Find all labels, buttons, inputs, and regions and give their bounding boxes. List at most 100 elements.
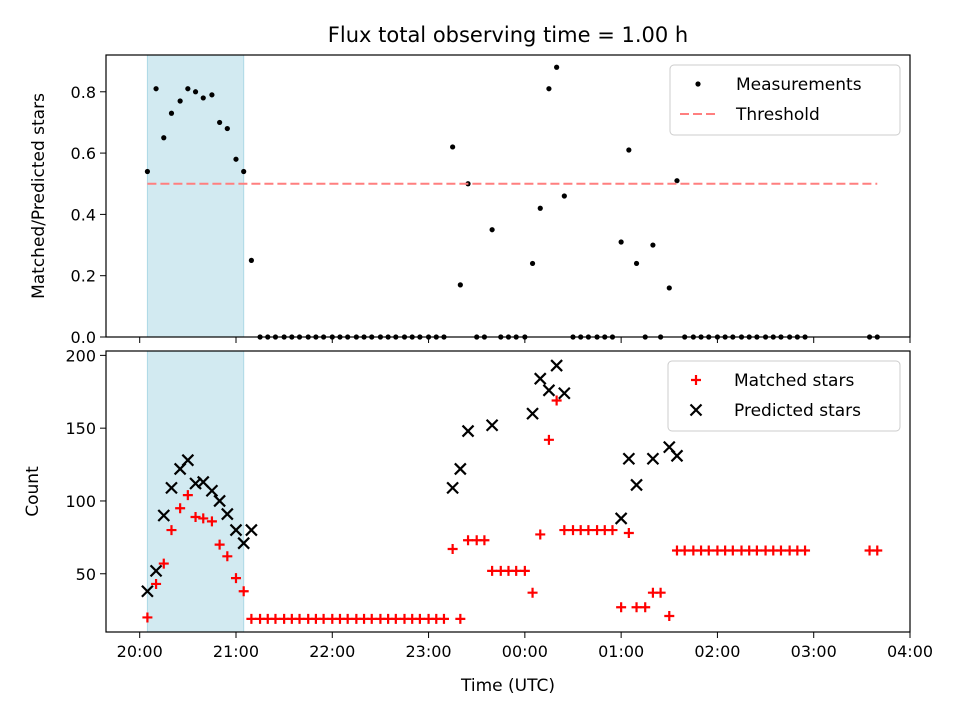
axes-frame: [105, 350, 911, 633]
predicted-stars-point: [558, 386, 571, 400]
matched-stars-point: [158, 558, 169, 569]
measurement-point: [217, 119, 223, 126]
predicted-stars-point: [550, 359, 563, 372]
matched-stars-point: [519, 565, 530, 576]
measurement-point: [529, 260, 536, 267]
measurement-point: [650, 242, 656, 248]
matched-stars-point: [246, 613, 257, 624]
measurement-point: [633, 260, 640, 267]
matched-stars-point: [447, 544, 458, 555]
predicted-stars-point: [630, 478, 643, 492]
measurement-point: [144, 168, 151, 175]
matched-stars-point: [535, 529, 546, 540]
matched-stars-point: [751, 545, 762, 556]
predicted-stars-point: [614, 512, 628, 525]
x-tick-label: 04:00: [887, 642, 933, 661]
matched-stars-point: [727, 545, 738, 556]
legend-label: Matched stars: [734, 371, 854, 391]
matched-stars-point: [206, 516, 217, 527]
measurement-point: [200, 95, 206, 101]
measurement-point: [153, 86, 159, 92]
matched-stars-point: [438, 613, 449, 624]
measurement-point: [618, 239, 624, 245]
y-tick-label: 0.8: [71, 83, 96, 102]
y-axis-label: Matched/Predicted stars: [29, 93, 49, 299]
x-tick-label: 01:00: [598, 642, 644, 661]
matched-stars-point: [703, 545, 714, 556]
legend: Matched stars Predicted stars: [667, 360, 901, 432]
x-tick-label: 21:00: [213, 642, 259, 661]
predicted-stars-point: [149, 564, 163, 578]
measurement-point: [248, 257, 254, 263]
matched-stars-point: [800, 545, 811, 556]
predicted-stars-point: [205, 484, 219, 498]
matched-stars-point: [342, 613, 353, 624]
predicted-stars-point: [542, 384, 556, 397]
measurement-point: [209, 92, 215, 98]
matched-stars-point: [198, 513, 209, 524]
matched-stars-point: [527, 587, 538, 598]
matched-stars-point: [463, 535, 474, 546]
measurement-point: [666, 285, 672, 291]
legend-marker-plus: [691, 375, 701, 385]
x-axis-label: Time (UTC): [460, 676, 555, 696]
predicted-stars-point: [622, 452, 636, 466]
legend-label: Threshold: [735, 105, 820, 125]
matched-stars-point: [631, 602, 642, 613]
legend-box: [669, 64, 901, 136]
matched-stars-point: [559, 525, 570, 536]
matched-stars-point: [222, 551, 233, 562]
matched-stars-point: [151, 578, 162, 589]
matched-stars-point: [238, 586, 249, 597]
y-tick-label: 0.0: [71, 328, 96, 347]
y-tick-label: 0.2: [71, 267, 96, 286]
y-tick-label: 50: [76, 565, 96, 584]
legend-label: Predicted stars: [734, 401, 861, 421]
predicted-stars-point: [245, 523, 258, 537]
y-tick-label: 100: [65, 492, 96, 511]
legend-marker-dot: [695, 81, 701, 87]
matched-stars-point: [414, 613, 425, 624]
predicted-stars-point: [165, 481, 178, 495]
matched-stars-point: [583, 525, 594, 536]
x-tick-label: 03:00: [791, 642, 837, 661]
matched-stars-point: [390, 613, 401, 624]
y-tick-label: 0.4: [71, 205, 96, 224]
measurement-point: [537, 205, 543, 211]
matched-stars-point: [543, 434, 554, 445]
legend-box: [667, 360, 901, 432]
measurement-point: [674, 178, 680, 184]
matched-stars-point: [664, 610, 675, 621]
predicted-stars-point: [646, 452, 660, 466]
panel-ratio: 0.0 0.2 0.4 0.6 0.8 Matched/Predicted stars Me…: [29, 54, 911, 347]
predicted-stars-point: [213, 494, 226, 508]
legend: Measurements Threshold: [669, 64, 901, 136]
matched-stars-point: [175, 503, 186, 514]
highlight-band: [146, 54, 245, 338]
predicted-stars-point: [141, 584, 154, 598]
matched-stars-point: [775, 545, 786, 556]
matched-stars-point: [479, 535, 490, 546]
measurement-point: [185, 86, 191, 92]
matched-stars-point: [607, 525, 618, 536]
axes-frame: [105, 54, 911, 338]
highlight-band: [146, 350, 245, 633]
measurement-point: [457, 282, 463, 288]
x-tick-label: 02:00: [694, 642, 740, 661]
measurement-point: [224, 125, 230, 132]
measurement-point: [241, 168, 247, 175]
chart-title: Flux total observing time = 1.00 h: [328, 23, 688, 47]
matched-stars-point: [294, 613, 305, 624]
measurement-point: [450, 144, 456, 150]
measurement-point: [177, 98, 183, 104]
measurement-point: [546, 86, 552, 92]
matched-stars-point: [655, 587, 666, 598]
predicted-stars-point: [446, 481, 459, 495]
matched-stars-point: [190, 511, 201, 522]
x-tick-label: 20:00: [117, 642, 163, 661]
y-tick-label: 200: [65, 346, 96, 365]
predicted-stars-point: [454, 462, 467, 476]
matched-stars-point: [230, 573, 241, 584]
x-tick-label: 22:00: [309, 642, 355, 661]
